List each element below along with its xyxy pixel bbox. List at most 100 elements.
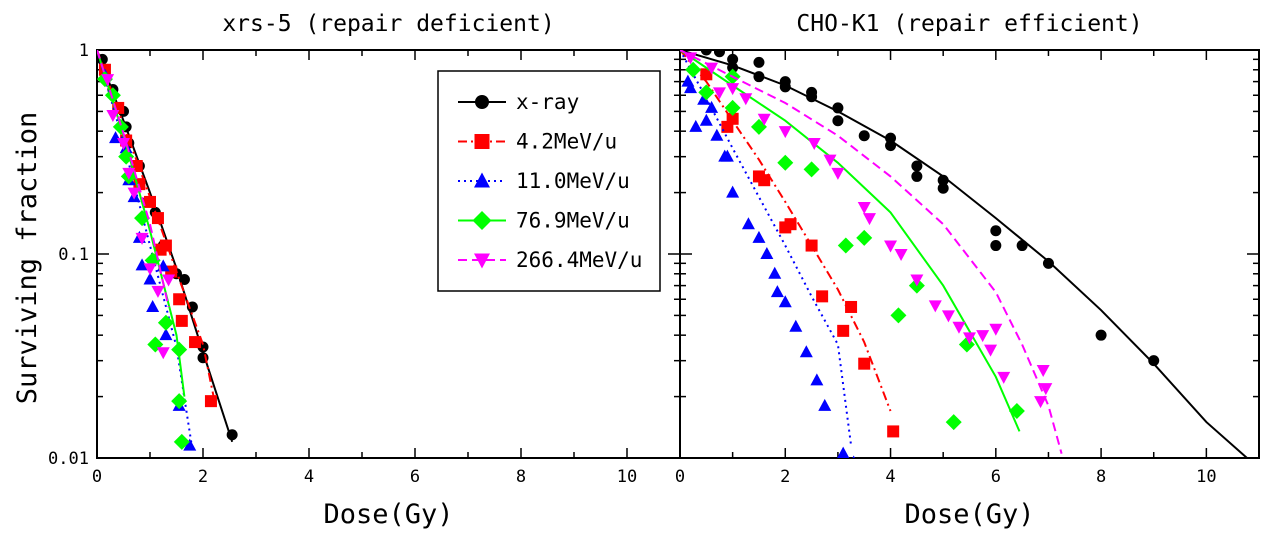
series-xray [680, 50, 1249, 458]
legend-marker [475, 95, 489, 109]
point-c110 [837, 446, 850, 458]
legend-label: 76.9MeV/u [516, 209, 630, 233]
point-xray [1016, 240, 1028, 252]
panel-chok1: CHO-K1 (repair efficient) Dose(Gy) 0 2 4 6 8 10 [675, 11, 1260, 530]
x-axis-label: Dose(Gy) [904, 499, 1034, 530]
point-c769 [171, 393, 188, 410]
point-c110 [768, 266, 782, 279]
point-xray [1148, 355, 1160, 367]
y-axis-label: Surviving fraction [12, 112, 43, 405]
point-c2664 [989, 323, 1003, 336]
x-tick-label: 4 [304, 467, 314, 487]
point-c110 [183, 438, 197, 451]
point-c2664 [156, 347, 170, 360]
point-c110 [697, 92, 711, 105]
legend-label: 11.0MeV/u [516, 169, 630, 193]
point-c110 [699, 113, 713, 126]
series-c2664 [680, 50, 1063, 454]
point-xray [700, 50, 712, 56]
point-c42 [189, 336, 202, 349]
point-xray [990, 225, 1002, 237]
legend-label: 266.4MeV/u [516, 248, 642, 272]
panel-title: CHO-K1 (repair efficient) [796, 11, 1142, 37]
series-c110 [680, 50, 856, 458]
point-c110 [705, 100, 719, 113]
point-c769 [803, 161, 820, 178]
point-c110 [852, 455, 856, 458]
point-xray [713, 50, 725, 58]
panel-title: xrs-5 (repair deficient) [222, 11, 554, 37]
point-xray [178, 273, 190, 285]
legend: x-ray 4.2MeV/u 11.0MeV/u 76.9MeV/u 266.4MeV/… [437, 70, 661, 292]
point-xray [1042, 257, 1054, 269]
series-c769 [680, 50, 1025, 432]
point-c110 [810, 373, 824, 386]
fit-line-c769 [680, 50, 1021, 432]
point-c2664 [857, 201, 871, 214]
point-c769 [837, 237, 854, 254]
x-tick-label: 0 [92, 467, 102, 487]
point-c110 [799, 345, 813, 358]
point-c2664 [127, 187, 141, 200]
point-c110 [159, 328, 173, 341]
point-xray [990, 240, 1002, 252]
point-c769 [1008, 402, 1025, 419]
point-c2664 [122, 167, 136, 180]
point-c2664 [739, 93, 753, 106]
point-c769 [157, 314, 174, 331]
fit-line-xray [680, 50, 1249, 458]
point-c2664 [884, 240, 898, 253]
point-xray [832, 115, 844, 127]
point-c769 [856, 229, 873, 246]
point-c769 [104, 87, 121, 104]
legend-item-c110: 11.0MeV/u [458, 169, 630, 193]
point-c110 [684, 81, 698, 94]
point-c2664 [928, 300, 942, 313]
fit-line-c110 [97, 50, 194, 450]
point-c110 [770, 285, 784, 298]
point-c42 [151, 212, 164, 225]
point-c42 [845, 300, 858, 313]
x-tick-label: 8 [1096, 467, 1106, 487]
point-c769 [173, 433, 190, 450]
point-c769 [171, 341, 188, 358]
x-tick-label: 0 [675, 467, 685, 487]
point-c769 [777, 154, 794, 171]
point-c110 [760, 247, 774, 259]
point-xray [937, 182, 949, 194]
point-c42 [726, 112, 739, 125]
series-c2664 [97, 50, 176, 360]
series-c42 [680, 50, 900, 438]
legend-marker [472, 211, 492, 230]
point-xray [753, 71, 765, 83]
point-c110 [689, 119, 703, 132]
x-tick-label: 10 [1196, 467, 1216, 487]
point-c2664 [757, 113, 771, 126]
point-c110 [720, 149, 734, 162]
legend-item-c42: 4.2MeV/u [458, 130, 617, 154]
point-xray [858, 130, 870, 142]
legend-marker [474, 134, 490, 149]
point-c2664 [910, 274, 924, 287]
point-c769 [685, 61, 702, 78]
point-c42 [837, 324, 850, 337]
point-c2664 [862, 213, 876, 226]
point-c2664 [705, 62, 719, 75]
point-c110 [778, 295, 792, 308]
point-c42 [784, 218, 797, 231]
x-tick-label: 4 [885, 467, 895, 487]
point-c2664 [712, 87, 726, 100]
point-c110 [710, 128, 724, 141]
point-c769 [112, 118, 129, 135]
point-c110 [741, 217, 755, 230]
legend-item-c2664: 266.4MeV/u [458, 248, 642, 272]
point-xray [753, 56, 765, 68]
legend-label: 4.2MeV/u [516, 130, 617, 154]
point-xray [779, 81, 791, 93]
x-tick-label: 10 [617, 467, 637, 487]
point-c2664 [941, 310, 955, 323]
x-tick-label: 6 [991, 467, 1001, 487]
point-xray [727, 62, 739, 74]
point-c2664 [963, 332, 976, 345]
